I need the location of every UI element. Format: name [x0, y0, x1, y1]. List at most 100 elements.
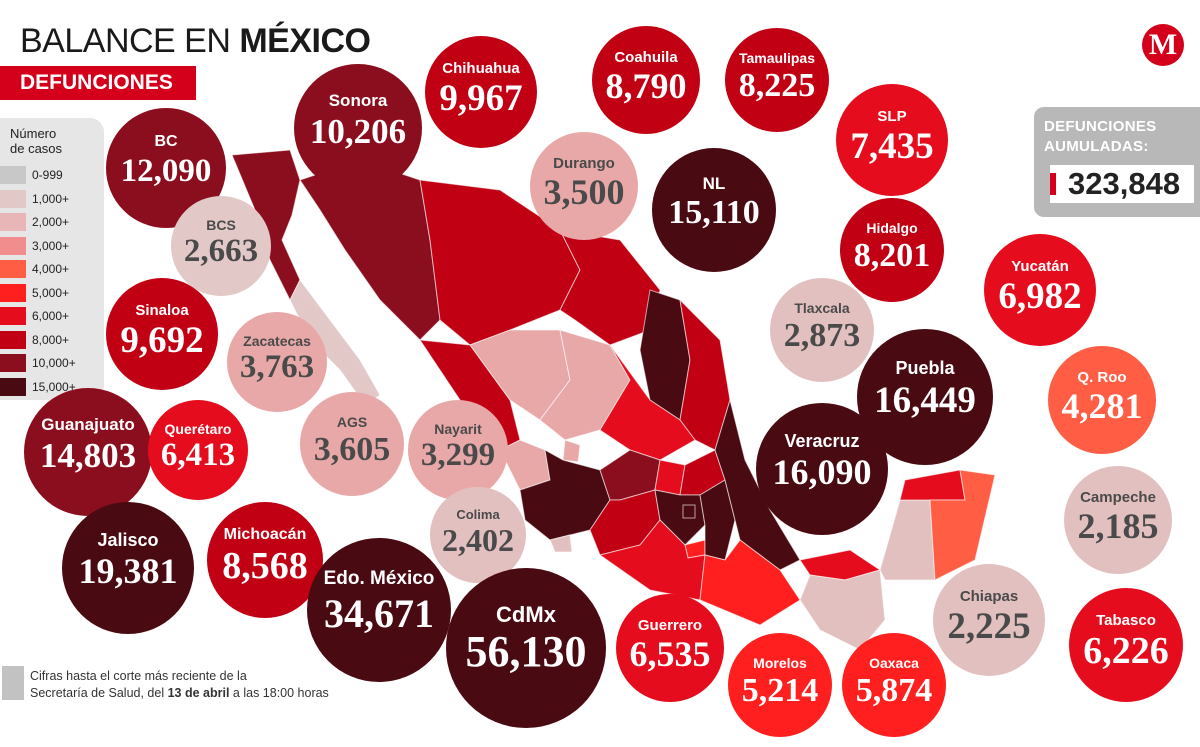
legend-label: 1,000+: [32, 191, 70, 206]
state-bubble-nl: NL 15,110: [652, 148, 776, 272]
footnote: Cifras hasta el corte más reciente de la…: [30, 668, 329, 702]
legend-swatch: [0, 236, 26, 255]
state-value: 2,873: [783, 317, 861, 354]
footnote-line2-pre: Secretaría de Salud, del: [30, 686, 168, 700]
state-value: 56,130: [465, 627, 587, 676]
legend-item: 3,000+: [0, 235, 69, 257]
state-bubble-chiapas: Chiapas 2,225: [933, 564, 1045, 676]
legend-item: 5,000+: [0, 282, 69, 304]
map-region-ags: [562, 439, 581, 463]
state-name: Zacatecas: [243, 333, 311, 349]
legend-label: 6,000+: [32, 309, 70, 323]
state-bubble-sinaloa: Sinaloa 9,692: [106, 278, 218, 390]
state-name: Chiapas: [959, 588, 1019, 605]
state-name: AGS: [336, 414, 368, 430]
state-bubble-campeche: Campeche 2,185: [1064, 466, 1172, 574]
state-value: 10,206: [309, 112, 407, 151]
legend-label: 4,000+: [32, 262, 70, 276]
state-bubble-chihuahua: Chihuahua 9,967: [425, 36, 537, 148]
state-name: CdMx: [496, 602, 556, 627]
total-label-line1: DEFUNCIONES: [1044, 118, 1157, 135]
state-bubble-durango: Durango 3,500: [530, 132, 638, 240]
state-bubble-hidalgo: Hidalgo 8,201: [840, 198, 944, 302]
footnote-date: 13 de abril: [167, 686, 230, 700]
state-bubble-tamaulipas: Tamaulipas 8,225: [725, 28, 829, 132]
state-name: Tamaulipas: [739, 50, 815, 66]
legend-item: 1,000+: [0, 188, 69, 210]
state-value: 6,535: [629, 634, 711, 674]
map-region-yucatan: [899, 469, 966, 501]
state-value: 9,692: [120, 320, 204, 361]
state-bubble-puebla: Puebla 16,449: [857, 329, 993, 465]
state-name: NL: [702, 174, 726, 193]
state-name: Morelos: [753, 655, 807, 671]
state-bubble-colima: Colima 2,402: [430, 487, 526, 583]
state-bubble-nayarit: Nayarit 3,299: [408, 400, 508, 500]
state-name: Coahuila: [614, 49, 678, 66]
state-bubble-guanajuato: Guanajuato 14,803: [24, 388, 152, 516]
state-bubble-morelos: Morelos 5,214: [728, 633, 832, 737]
state-name: Edo. México: [323, 568, 435, 589]
state-name: Guanajuato: [41, 415, 135, 434]
map-region-chiapas: [799, 569, 886, 651]
map-region-guerrero: [598, 519, 706, 601]
footnote-line1: Cifras hasta el corte más reciente de la: [30, 669, 247, 683]
state-bubble-veracruz: Veracruz 16,090: [756, 403, 888, 535]
state-name: Querétaro: [164, 421, 232, 437]
state-value: 7,435: [850, 126, 934, 167]
milenio-logo: M: [1142, 24, 1184, 66]
state-value: 9,967: [439, 78, 523, 119]
state-name: Campeche: [1080, 489, 1156, 506]
state-value: 3,500: [543, 172, 625, 212]
state-bubble-quer-taro: Querétaro 6,413: [148, 400, 248, 500]
footnote-line2-post: a las 18:00 horas: [229, 686, 329, 700]
state-name: BC: [154, 133, 178, 150]
legend-label: 15,000+: [32, 379, 76, 394]
title-light: BALANCE EN: [20, 22, 240, 60]
legend-item: 15,000+: [0, 376, 76, 398]
total-label: DEFUNCIONES AUMULADAS:: [1044, 117, 1156, 157]
state-value: 3,299: [420, 437, 496, 473]
map-region-cdmx: [682, 504, 696, 519]
legend-label: 3,000+: [32, 238, 70, 253]
state-value: 34,671: [324, 591, 434, 636]
state-value: 8,790: [605, 66, 687, 106]
state-name: Oaxaca: [869, 655, 919, 671]
state-bubble-cdmx: CdMx 56,130: [446, 568, 606, 728]
map-region-campeche: [879, 499, 936, 581]
legend-swatch: [0, 260, 26, 278]
legend-item: 8,000+: [0, 329, 69, 351]
state-bubble-tabasco: Tabasco 6,226: [1069, 588, 1183, 702]
state-name: Veracruz: [784, 431, 860, 451]
map-region-oaxaca: [699, 539, 801, 626]
legend-title-line2: de casos: [10, 141, 63, 156]
total-value-box: 323,848: [1050, 165, 1194, 203]
state-name: Puebla: [895, 358, 955, 378]
legend: Número de casos 0-999 1,000+ 2,000+ 3,000+ 4…: [0, 118, 104, 400]
state-bubble-michoac-n: Michoacán 8,568: [207, 502, 323, 618]
state-bubble-tlaxcala: Tlaxcala 2,873: [770, 278, 874, 382]
state-name: Sonora: [328, 91, 388, 110]
total-red-marker: [1050, 173, 1056, 195]
state-name: Hidalgo: [866, 220, 918, 236]
state-value: 4,281: [1061, 386, 1143, 426]
state-name: Q. Roo: [1077, 369, 1127, 386]
state-name: Chihuahua: [442, 60, 520, 77]
total-value: 323,848: [1068, 166, 1181, 201]
legend-swatch: [0, 377, 26, 396]
legend-swatch: [0, 283, 26, 302]
state-name: SLP: [877, 108, 907, 125]
legend-label: 8,000+: [32, 332, 70, 347]
title-bold: MÉXICO: [239, 22, 371, 60]
total-deaths-box: DEFUNCIONES AUMULADAS: 323,848: [1034, 107, 1200, 217]
legend-swatch: [0, 213, 26, 231]
legend-swatch: [0, 330, 26, 349]
legend-item: 4,000+: [0, 258, 69, 280]
legend-title-line1: Número: [10, 126, 57, 141]
page-title: BALANCE EN MÉXICO: [20, 22, 371, 61]
state-bubble-zacatecas: Zacatecas 3,763: [227, 312, 327, 412]
state-name: Yucatán: [1011, 258, 1069, 275]
state-value: 12,090: [120, 153, 212, 189]
legend-item: 2,000+: [0, 211, 69, 233]
state-name: Sinaloa: [135, 302, 189, 319]
